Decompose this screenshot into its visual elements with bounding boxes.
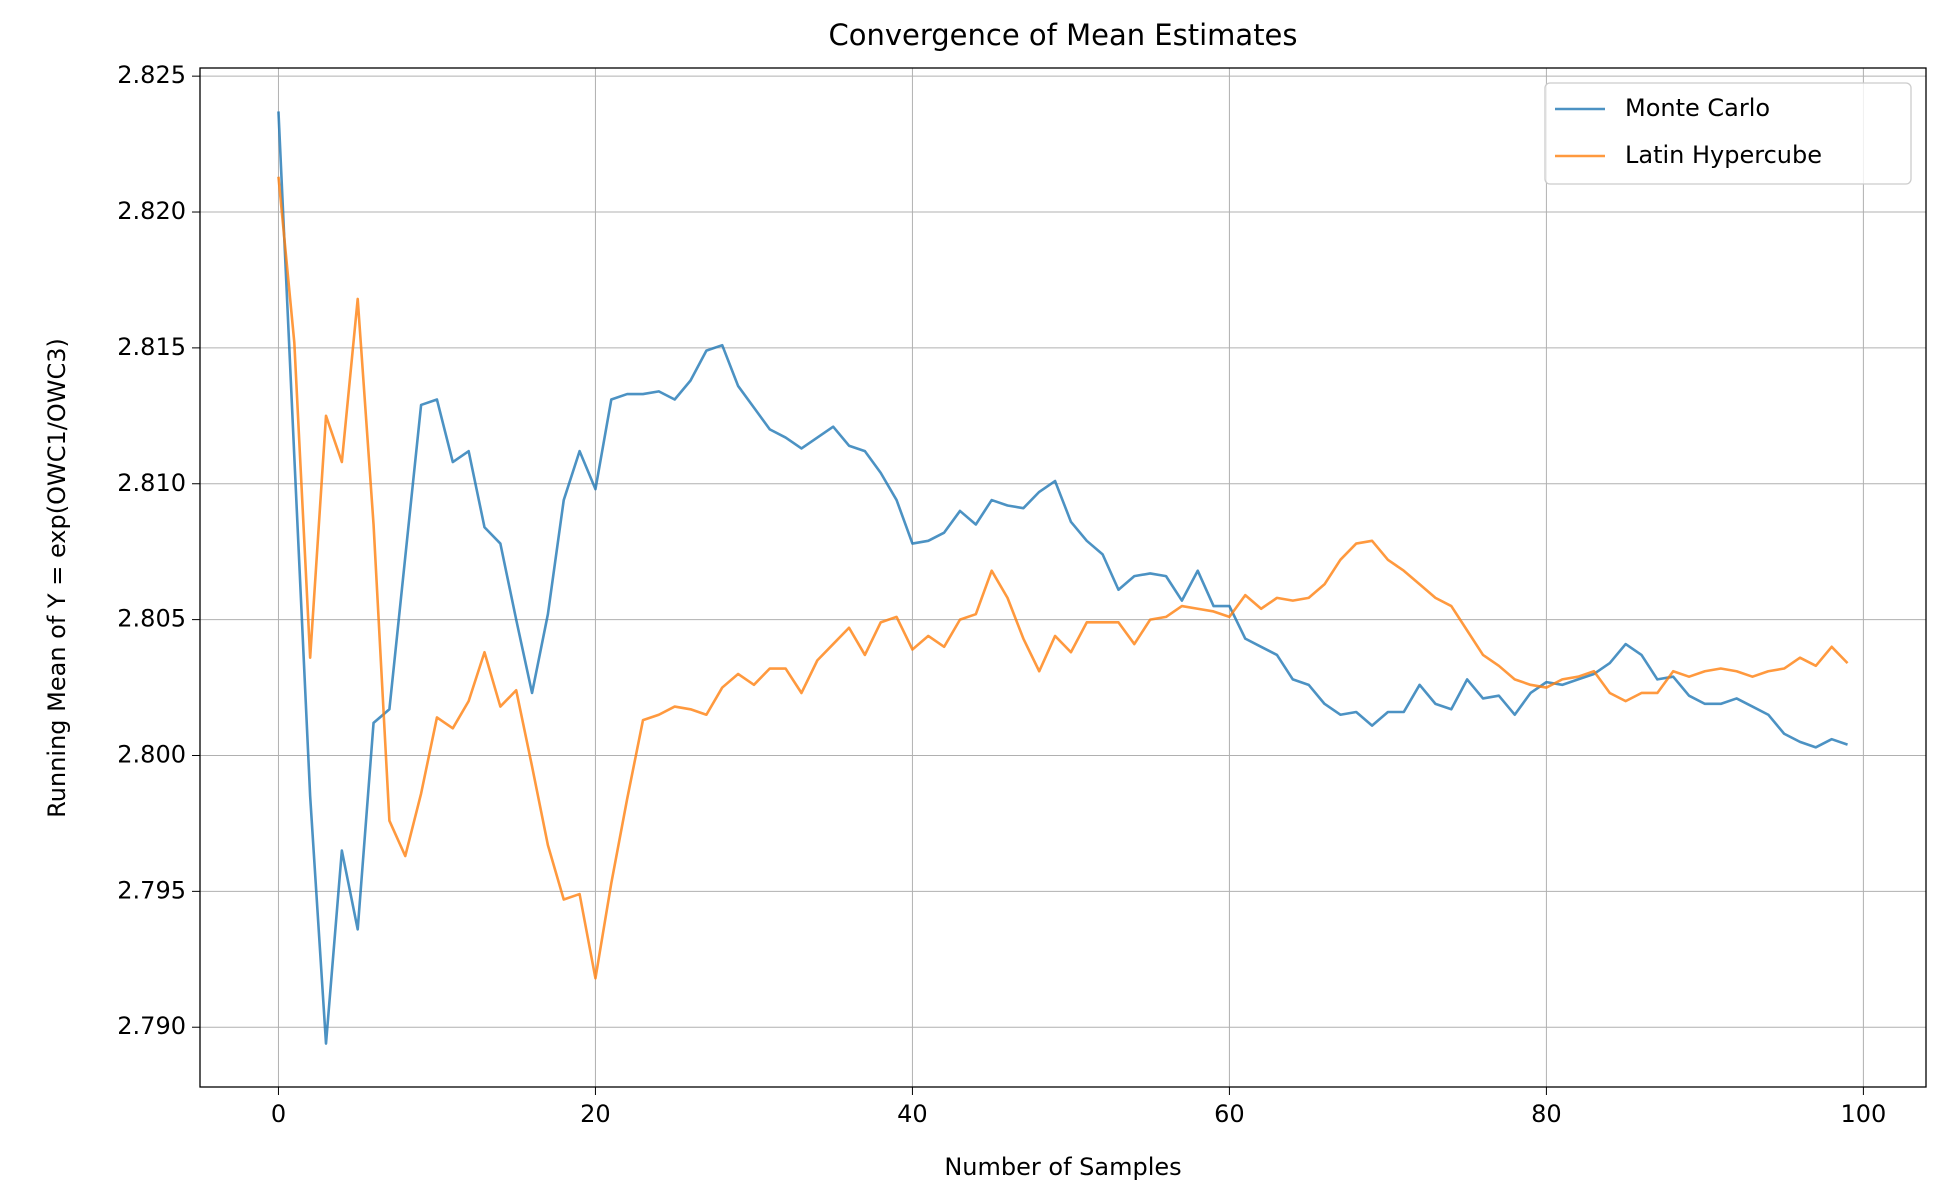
x-tick-label: 80	[1531, 1100, 1562, 1128]
series-line	[277, 111, 1848, 1045]
x-tick-label: 0	[271, 1100, 286, 1128]
y-tick-label: 2.800	[117, 740, 186, 768]
y-tick-label: 2.820	[117, 197, 186, 225]
x-tick-label: 20	[580, 1100, 611, 1128]
y-tick-label: 2.795	[117, 876, 186, 904]
y-tick-label: 2.805	[117, 605, 186, 633]
y-tick-label: 2.815	[117, 333, 186, 361]
x-tick-label: 60	[1214, 1100, 1245, 1128]
chart-title: Convergence of Mean Estimates	[828, 18, 1297, 52]
legend: Monte Carlo Latin Hypercube	[1544, 82, 1912, 185]
y-tick-label: 2.790	[117, 1012, 186, 1040]
legend-label: Monte Carlo	[1625, 94, 1770, 122]
legend-box	[1544, 82, 1912, 185]
series-line	[277, 176, 1849, 980]
y-tick-label: 2.825	[117, 61, 186, 89]
y-tick-label: 2.810	[117, 469, 186, 497]
legend-label: Latin Hypercube	[1625, 141, 1822, 169]
x-tick-label: 100	[1840, 1100, 1886, 1128]
x-tick-label: 40	[897, 1100, 928, 1128]
plot-frame	[199, 67, 1927, 1088]
x-axis-label: Number of Samples	[944, 1153, 1181, 1181]
y-axis-label: Running Mean of Y = exp(OWC1/OWC3)	[43, 338, 71, 818]
